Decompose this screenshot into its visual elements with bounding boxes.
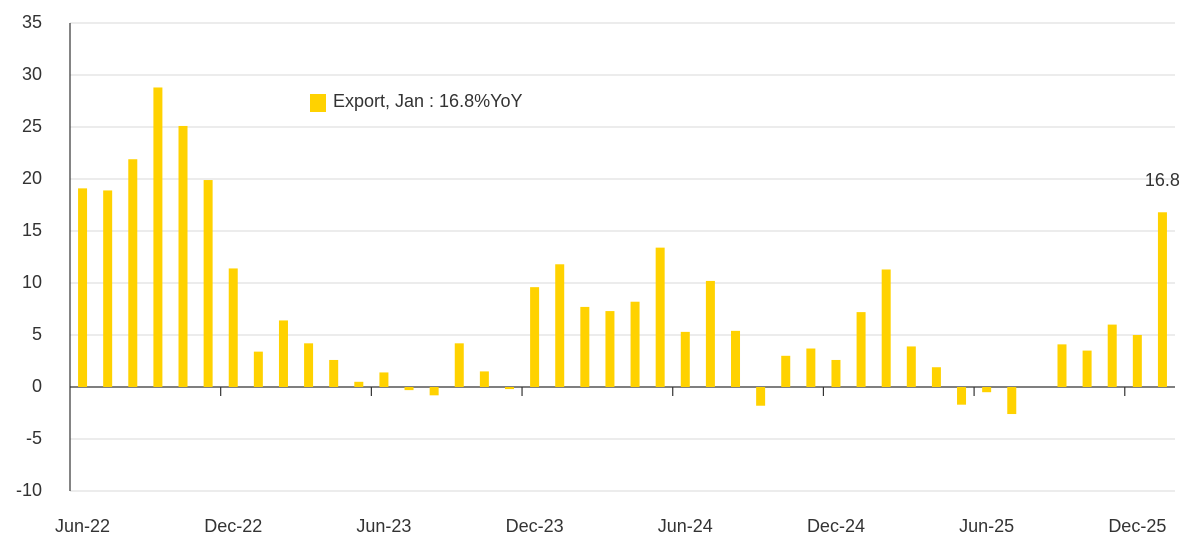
bar	[454, 343, 464, 387]
bar	[580, 306, 590, 387]
bar	[1157, 212, 1167, 387]
bar	[304, 343, 314, 387]
bar	[128, 159, 138, 387]
bar	[379, 372, 389, 387]
bar	[103, 190, 113, 387]
bar	[203, 180, 213, 387]
x-tick-label: Dec-23	[506, 516, 564, 536]
bar	[756, 387, 766, 406]
bar	[831, 359, 841, 387]
bar	[504, 387, 514, 390]
bar	[153, 87, 163, 387]
y-tick-label: 10	[22, 272, 42, 292]
bar	[655, 247, 665, 387]
bar	[605, 311, 615, 387]
bar	[957, 387, 967, 405]
x-tick-label: Dec-22	[204, 516, 262, 536]
bar	[404, 387, 414, 391]
y-tick-label: 35	[22, 12, 42, 32]
bar	[856, 312, 866, 387]
bar	[253, 351, 263, 387]
bar	[1132, 335, 1142, 387]
y-tick-label: 20	[22, 168, 42, 188]
y-tick-label: 0	[32, 376, 42, 396]
bar	[1082, 350, 1092, 387]
y-tick-label: -5	[26, 428, 42, 448]
bar	[931, 367, 941, 387]
bar	[530, 287, 540, 387]
bar	[1057, 344, 1067, 387]
bar	[806, 348, 816, 387]
x-tick-label: Jun-25	[959, 516, 1014, 536]
x-tick-label: Dec-25	[1108, 516, 1166, 536]
data-label: 16.8	[1145, 170, 1180, 190]
y-tick-label: 5	[32, 324, 42, 344]
y-tick-label: 25	[22, 116, 42, 136]
bar	[630, 301, 640, 387]
bar	[429, 387, 439, 396]
x-tick-label: Jun-23	[356, 516, 411, 536]
bar	[178, 125, 188, 388]
y-tick-label: -10	[16, 480, 42, 500]
bar	[982, 387, 992, 393]
legend-label: Export, Jan : 16.8%YoY	[333, 91, 522, 111]
bar	[78, 188, 88, 387]
bar	[1107, 324, 1117, 387]
y-tick-label: 15	[22, 220, 42, 240]
bar	[278, 320, 288, 387]
bar	[354, 381, 364, 387]
y-tick-label: 30	[22, 64, 42, 84]
bar	[781, 355, 791, 387]
x-tick-label: Dec-24	[807, 516, 865, 536]
bar	[228, 268, 238, 387]
bar	[479, 371, 489, 387]
bar	[731, 330, 741, 387]
legend-swatch	[310, 94, 326, 112]
bar	[555, 264, 565, 387]
bar	[680, 331, 690, 387]
x-tick-label: Jun-22	[55, 516, 110, 536]
bar	[906, 346, 916, 387]
bar	[705, 280, 715, 387]
x-tick-label: Jun-24	[658, 516, 713, 536]
bar	[1007, 387, 1017, 415]
bar	[329, 359, 339, 387]
bar	[881, 269, 891, 387]
